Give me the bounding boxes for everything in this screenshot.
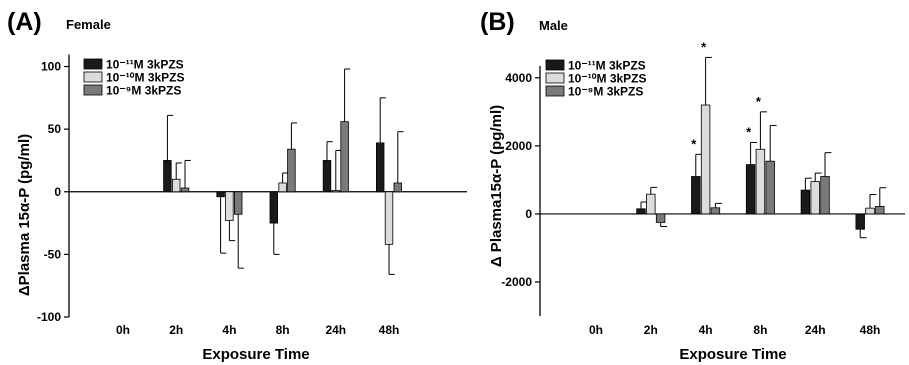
panel-a-legend-label: 10⁻¹¹M 3kPZS — [106, 58, 184, 72]
panel-b-bar — [655, 213, 666, 223]
panel-a-x-tick-label: 0h — [116, 323, 130, 337]
panel-b-bar — [755, 148, 766, 215]
panel-a-bar — [375, 142, 385, 193]
panel-b-x-axis-title: Exposure Time — [679, 346, 786, 363]
panel-a-bar — [322, 160, 332, 193]
panel-a-y-tick-label: 100 — [41, 60, 61, 74]
panel-a-legend-swatch — [83, 84, 103, 96]
panel-a-bar — [233, 191, 243, 215]
panel-a-legend-label: 10⁻⁹M 3kPZS — [106, 84, 181, 98]
panel-b-bar — [636, 208, 646, 215]
panel-b-x-tick-label: 24h — [805, 323, 826, 337]
panel-a-bar — [225, 191, 234, 221]
panel-b-significance-mark: * — [701, 39, 707, 54]
panel-b-bar — [745, 164, 756, 215]
panel-b-x-tick-label: 48h — [860, 323, 881, 337]
panel-a-bar — [180, 187, 190, 193]
panel-a-bar — [331, 190, 340, 193]
panel-a-y-tick-label: -50 — [44, 247, 62, 261]
panel-a-bar — [269, 191, 278, 224]
panel-b-bar — [700, 104, 711, 215]
panel-b-legend-label: 10⁻¹¹M 3kPZS — [568, 59, 646, 73]
panel-b-x-tick-label: 4h — [699, 323, 713, 337]
panel-a-bar — [384, 191, 394, 245]
panel-a-x-tick-label: 8h — [276, 323, 290, 337]
panel-b-bar — [646, 193, 656, 215]
panel-b-x-tick-label: 0h — [589, 323, 603, 337]
panel-b-bar — [765, 160, 775, 215]
panel-b-significance-mark: * — [756, 94, 762, 109]
panel-a-y-tick-label: 50 — [48, 122, 62, 136]
panel-b-y-tick-label: 0 — [525, 207, 532, 221]
panel-a-title: Female — [66, 17, 111, 32]
panel-a-y-axis-title: ΔPlasma 15α-P (pg/ml) — [16, 134, 33, 296]
panel-a-x-tick-label: 24h — [325, 323, 346, 337]
panel-b-bar — [865, 207, 875, 215]
panel-a-y-tick-label: -100 — [37, 310, 61, 324]
panel-a-bar — [278, 182, 287, 193]
panel-a-x-axis-title: Exposure Time — [202, 346, 309, 363]
panel-b-legend-swatch — [545, 59, 565, 71]
panel-b-x-tick-label: 2h — [644, 323, 658, 337]
panel-a-x-tick-label: 4h — [222, 323, 236, 337]
panel-a-legend-label: 10⁻¹⁰M 3kPZS — [106, 71, 185, 85]
panel-a-x-tick-label: 48h — [379, 323, 400, 337]
panel-a-bar — [163, 160, 172, 193]
panel-a-bar — [340, 121, 349, 193]
panel-b-bar — [820, 176, 830, 215]
panel-a-x-tick-label: 2h — [169, 323, 183, 337]
panel-b-chart: -2000 0 2000 4000 0h 2h 4h 8h 24h 48h * * * * 10⁻¹¹M 3… — [501, 39, 905, 337]
panel-a-legend-swatch — [83, 71, 103, 83]
panel-a-bar — [171, 178, 181, 193]
panel-b-bar — [875, 206, 885, 215]
panel-a-y-tick-label: 0 — [54, 185, 61, 199]
panel-b-y-tick-label: 2000 — [505, 139, 532, 153]
panel-b-bar — [691, 176, 701, 215]
panel-b-x-tick-label: 8h — [753, 323, 767, 337]
panel-b-legend-swatch — [545, 72, 565, 84]
panel-b-legend-swatch — [545, 85, 565, 97]
panel-a-letter: (A) — [7, 8, 42, 36]
panel-b-y-tick-label: 4000 — [505, 71, 532, 85]
panel-b-bar — [810, 181, 820, 215]
panel-b-y-axis-title: Δ Plasma15α-P (pg/ml) — [488, 105, 505, 267]
panel-a-bar — [393, 182, 402, 193]
panel-b-title: Male — [539, 18, 568, 33]
panel-a-legend-swatch — [83, 58, 103, 70]
panel-b-bar — [710, 207, 721, 215]
panel-a-bar — [287, 148, 296, 193]
panel-b-y-tick-label: -2000 — [501, 275, 532, 289]
panel-b-legend-label: 10⁻¹⁰M 3kPZS — [568, 72, 647, 86]
panel-b-bar — [855, 213, 865, 230]
panel-b-letter: (B) — [480, 8, 515, 36]
panel-b-legend-label: 10⁻⁹M 3kPZS — [568, 85, 643, 99]
panel-a-bar — [216, 191, 225, 198]
panel-b-bar — [800, 189, 811, 215]
panel-b-significance-mark: * — [746, 124, 752, 139]
panel-b-significance-mark: * — [691, 136, 697, 151]
